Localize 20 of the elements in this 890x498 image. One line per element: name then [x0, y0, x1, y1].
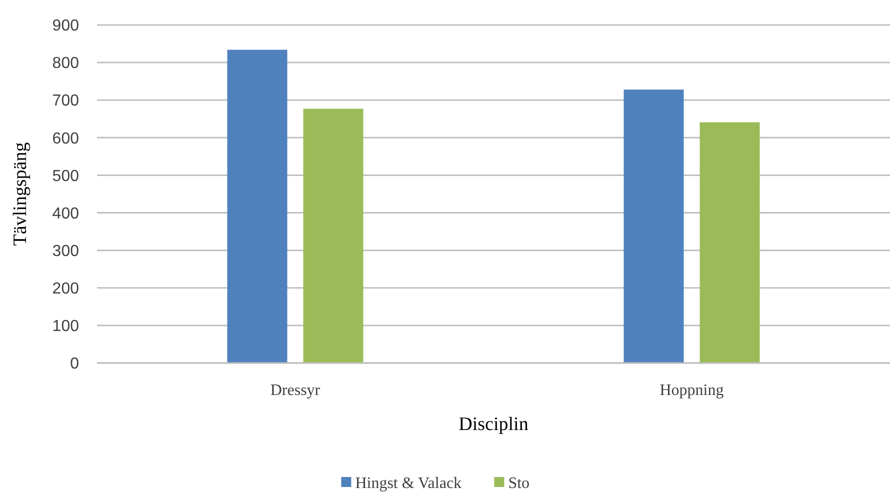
y-tick-label: 600 — [52, 130, 80, 148]
legend-label: Hingst & Valack — [355, 475, 462, 492]
y-tick-label: 900 — [52, 18, 80, 35]
y-tick-label: 700 — [52, 92, 80, 110]
x-tick-label: Dressyr — [270, 382, 321, 399]
y-tick-label: 100 — [52, 318, 80, 336]
y-tick-label: 800 — [52, 55, 80, 72]
y-tick-label: 500 — [52, 168, 80, 185]
y-tick-label: 0 — [70, 356, 80, 373]
x-tick-label: Hoppning — [660, 382, 724, 399]
legend-label: Sto — [508, 475, 530, 492]
y-tick-label: 300 — [52, 242, 80, 260]
bar — [227, 50, 288, 363]
x-axis-title: Disciplin — [458, 414, 529, 435]
y-axis-title: Tävlingspäng — [10, 142, 31, 246]
bar — [624, 90, 684, 363]
y-tick-label: 400 — [52, 205, 80, 222]
bar — [700, 122, 760, 363]
y-tick-label: 200 — [52, 280, 80, 298]
bar — [303, 108, 364, 363]
